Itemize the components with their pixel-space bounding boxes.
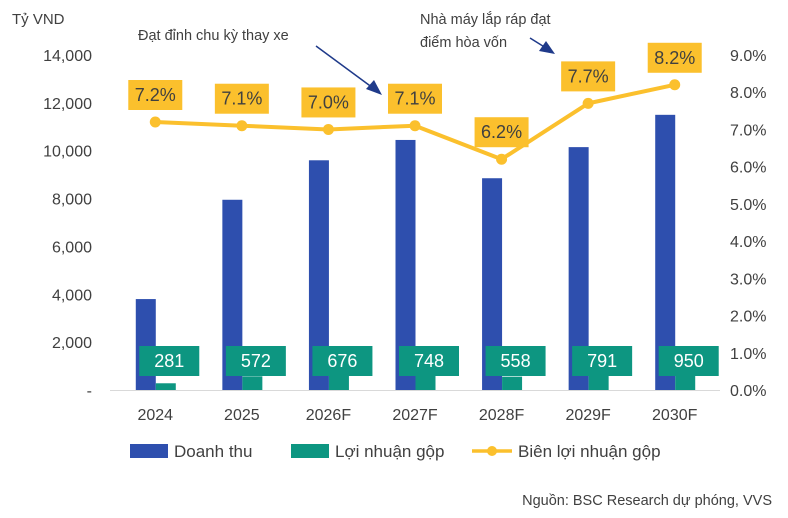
legend-label-revenue: Doanh thu [174, 442, 252, 461]
y-left-tick-label: 6,000 [52, 239, 92, 256]
y-left-tick-label: 8,000 [52, 192, 92, 209]
gross-profit-label-box [312, 346, 373, 376]
y-right-tick-label: 0.0% [730, 383, 766, 400]
left-axis: - 2,000 4,000 6,000 8,000 10,000 12,000 14,000 [43, 48, 92, 400]
y-left-tick-label: 4,000 [52, 287, 92, 304]
margin-data-label: 7.0% [308, 92, 349, 112]
margin-data-label: 6.2% [481, 122, 522, 142]
legend-swatch-margin-marker [487, 446, 497, 456]
x-tick-label: 2026F [306, 407, 352, 424]
y-left-tick-label: 2,000 [52, 335, 92, 352]
gross-profit-label-box [572, 346, 633, 376]
margin-point [322, 123, 334, 135]
y-right-tick-label: 2.0% [730, 309, 766, 326]
annotation-breakeven-text-1: Nhà máy lắp ráp đạt [420, 11, 551, 28]
annotation-breakeven-text-2: điểm hòa vốn [420, 35, 507, 51]
legend: Doanh thu Lợi nhuận gộp Biên lợi nhuận g… [130, 442, 661, 461]
margin-point [496, 153, 508, 165]
gross-profit-label-box [658, 346, 719, 376]
y-right-tick-label: 9.0% [730, 48, 766, 65]
gross-profit-data-label: 281 [154, 351, 184, 371]
y-right-tick-label: 7.0% [730, 122, 766, 139]
margin-label-box [214, 83, 269, 114]
gross-profit-data-label: 676 [327, 351, 357, 371]
y-right-tick-label: 6.0% [730, 160, 766, 177]
x-tick-label: 2029F [565, 407, 611, 424]
x-tick-label: 2025 [224, 407, 260, 424]
y-right-tick-label: 5.0% [730, 197, 766, 214]
bar-gross-profit [242, 376, 263, 390]
gross-profit-label-box [485, 346, 546, 376]
source-note: Nguồn: BSC Research dự phóng, VVS [522, 493, 772, 509]
x-tick-label: 2027F [392, 407, 438, 424]
margin-data-label: 7.1% [221, 89, 262, 109]
legend-label-margin: Biên lợi nhuận gộp [518, 442, 661, 461]
margin-label-box [128, 80, 183, 110]
margin-label-box [301, 87, 356, 118]
y-right-tick-label: 8.0% [730, 85, 766, 102]
bar-gross-profit [502, 376, 523, 390]
gross-profit-data-label: 572 [241, 351, 271, 371]
margin-point [149, 116, 161, 128]
gross-profit-data-label: 748 [414, 351, 444, 371]
margin-data-label: 8.2% [654, 48, 695, 68]
right-axis: 0.0% 1.0% 2.0% 3.0% 4.0% 5.0% 6.0% 7.0% 8.0% 9.0% [730, 48, 766, 400]
y-left-tick-label: 10,000 [43, 144, 92, 161]
y-left-tick-label: 14,000 [43, 48, 92, 65]
margin-data-label: 7.2% [135, 85, 176, 105]
bars-layer: 281 572 676 748 558 791 950 [135, 114, 719, 391]
margin-label-box [561, 61, 616, 92]
x-axis: 2024 2025 2026F 2027F 2028F 2029F 2030F [137, 407, 697, 424]
margin-data-label: 7.7% [568, 66, 609, 86]
bar-revenue [222, 199, 243, 390]
margin-point [236, 120, 248, 132]
margin-label-box [647, 42, 702, 73]
gross-profit-data-label: 558 [501, 351, 531, 371]
bar-revenue [655, 114, 676, 391]
annotation-peak-text: Đạt đỉnh chu kỳ thay xe [138, 28, 289, 44]
bar-revenue [395, 139, 416, 390]
gross-profit-data-label: 791 [587, 351, 617, 371]
gross-profit-label-box [139, 346, 200, 376]
bar-revenue [482, 178, 503, 390]
y-left-tick-label: - [87, 383, 92, 400]
y-axis-unit-label: Tỷ VND [12, 11, 65, 28]
bar-gross-profit [328, 373, 349, 390]
x-tick-label: 2030F [652, 407, 698, 424]
bar-revenue [568, 147, 589, 390]
x-tick-label: 2028F [479, 407, 525, 424]
legend-label-gross-profit: Lợi nhuận gộp [335, 442, 444, 461]
y-right-tick-label: 1.0% [730, 346, 766, 363]
margin-label-box [388, 83, 442, 114]
y-right-tick-label: 4.0% [730, 234, 766, 251]
margin-point [582, 97, 594, 109]
margin-data-label: 7.1% [394, 89, 435, 109]
gross-profit-label-box [225, 346, 286, 376]
margin-label-box [474, 117, 529, 148]
margin-point [409, 120, 421, 132]
annotation-peak-arrow [315, 45, 382, 95]
bar-revenue [308, 160, 329, 390]
bar-gross-profit [155, 383, 176, 390]
x-tick-label: 2024 [137, 407, 173, 424]
bar-gross-profit [415, 372, 436, 390]
y-left-tick-label: 12,000 [43, 96, 92, 113]
y-right-tick-label: 3.0% [730, 271, 766, 288]
gross-profit-data-label: 950 [674, 351, 704, 371]
bar-revenue [135, 299, 156, 390]
legend-swatch-gross-profit [291, 444, 329, 458]
margin-line-layer: 7.2% 7.1% 7.0% 7.1% 6.2% 7.7% 8.2% [128, 42, 702, 165]
margin-point [669, 79, 681, 91]
annotation-breakeven-arrow [529, 37, 555, 54]
gross-profit-label-box [399, 346, 459, 376]
legend-swatch-revenue [130, 444, 168, 458]
